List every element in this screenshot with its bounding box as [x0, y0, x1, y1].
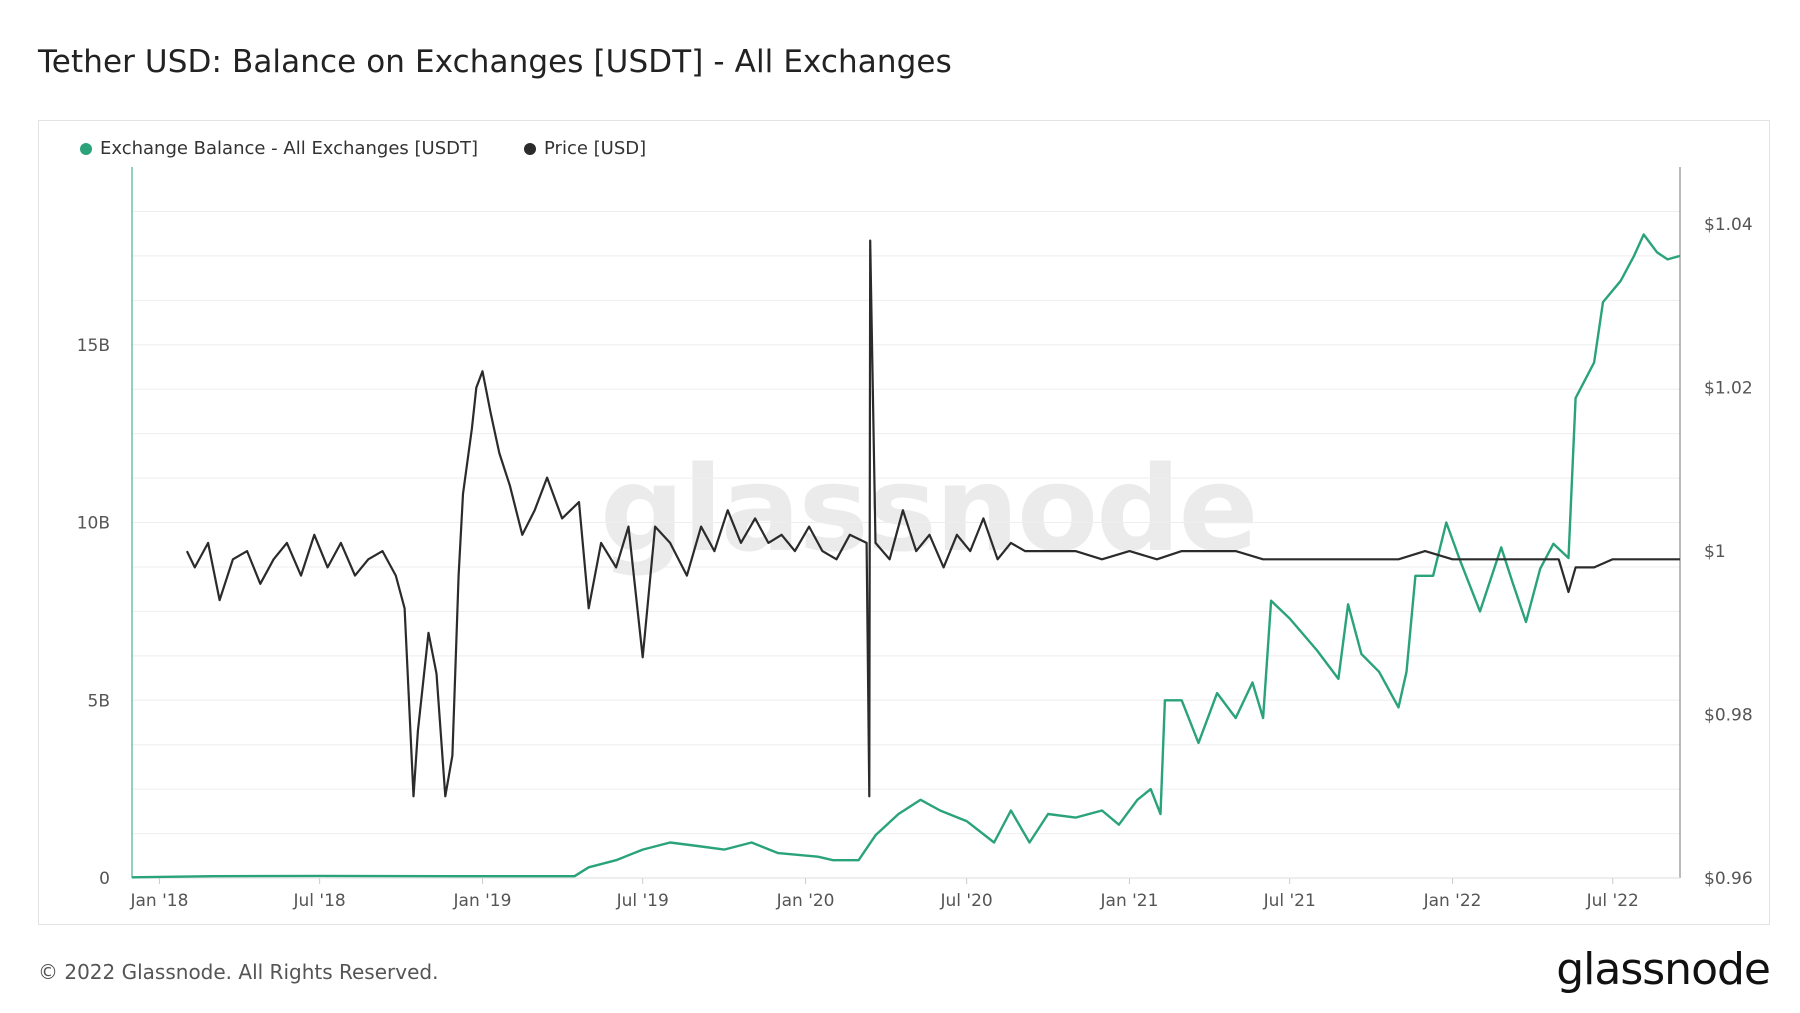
x-tick-label: Jul '18 — [293, 891, 346, 911]
y-axis-right-labels: $0.96 $0.98 $1 $1.02 $1.04 — [1704, 215, 1753, 889]
y-right-tick-label: $1.04 — [1704, 215, 1753, 235]
x-tick-label: Jan '18 — [129, 891, 188, 911]
legend-item-price[interactable]: Price [USD] — [524, 138, 646, 159]
x-tick-label: Jan '20 — [776, 891, 835, 911]
y-right-tick-label: $1 — [1704, 542, 1726, 562]
y-left-tick-label: 10B — [77, 514, 110, 534]
x-tick-label: Jul '21 — [1263, 891, 1316, 911]
legend-label-balance: Exchange Balance - All Exchanges [USDT] — [100, 138, 478, 159]
page-title: Tether USD: Balance on Exchanges [USDT] … — [38, 44, 952, 80]
y-left-tick-label: 0 — [99, 869, 110, 889]
series-group — [131, 233, 1681, 879]
x-axis-labels: Jan '18 Jul '18 Jan '19 Jul '19 Jan '20 Jul '… — [129, 878, 1639, 911]
series-line-balance — [131, 233, 1681, 879]
legend-label-price: Price [USD] — [544, 138, 647, 159]
legend-item-balance[interactable]: Exchange Balance - All Exchanges [USDT] — [80, 138, 478, 159]
legend-dot-price — [524, 142, 536, 155]
x-tick-label: Jul '22 — [1586, 891, 1639, 911]
y-left-tick-label: 5B — [88, 691, 110, 711]
chart-legend: Exchange Balance - All Exchanges [USDT] … — [80, 138, 646, 159]
x-tick-label: Jan '21 — [1100, 891, 1159, 911]
x-tick-label: Jan '22 — [1423, 891, 1482, 911]
watermark: glassnode — [600, 440, 1259, 578]
x-tick-label: Jan '19 — [453, 891, 512, 911]
copyright-footer: © 2022 Glassnode. All Rights Reserved. — [38, 960, 439, 984]
x-tick-label: Jul '20 — [940, 891, 993, 911]
y-axis-left-labels: 0 5B 10B 15B — [77, 336, 110, 889]
legend-dot-balance — [80, 142, 92, 155]
series-line-price — [185, 239, 1680, 798]
y-right-tick-label: $0.98 — [1704, 706, 1753, 726]
y-right-tick-label: $1.02 — [1704, 379, 1753, 399]
y-right-tick-label: $0.96 — [1704, 869, 1753, 889]
x-tick-label: Jul '19 — [616, 891, 669, 911]
glassnode-logo[interactable]: glassnode — [1556, 944, 1771, 995]
y-left-tick-label: 15B — [77, 336, 110, 356]
